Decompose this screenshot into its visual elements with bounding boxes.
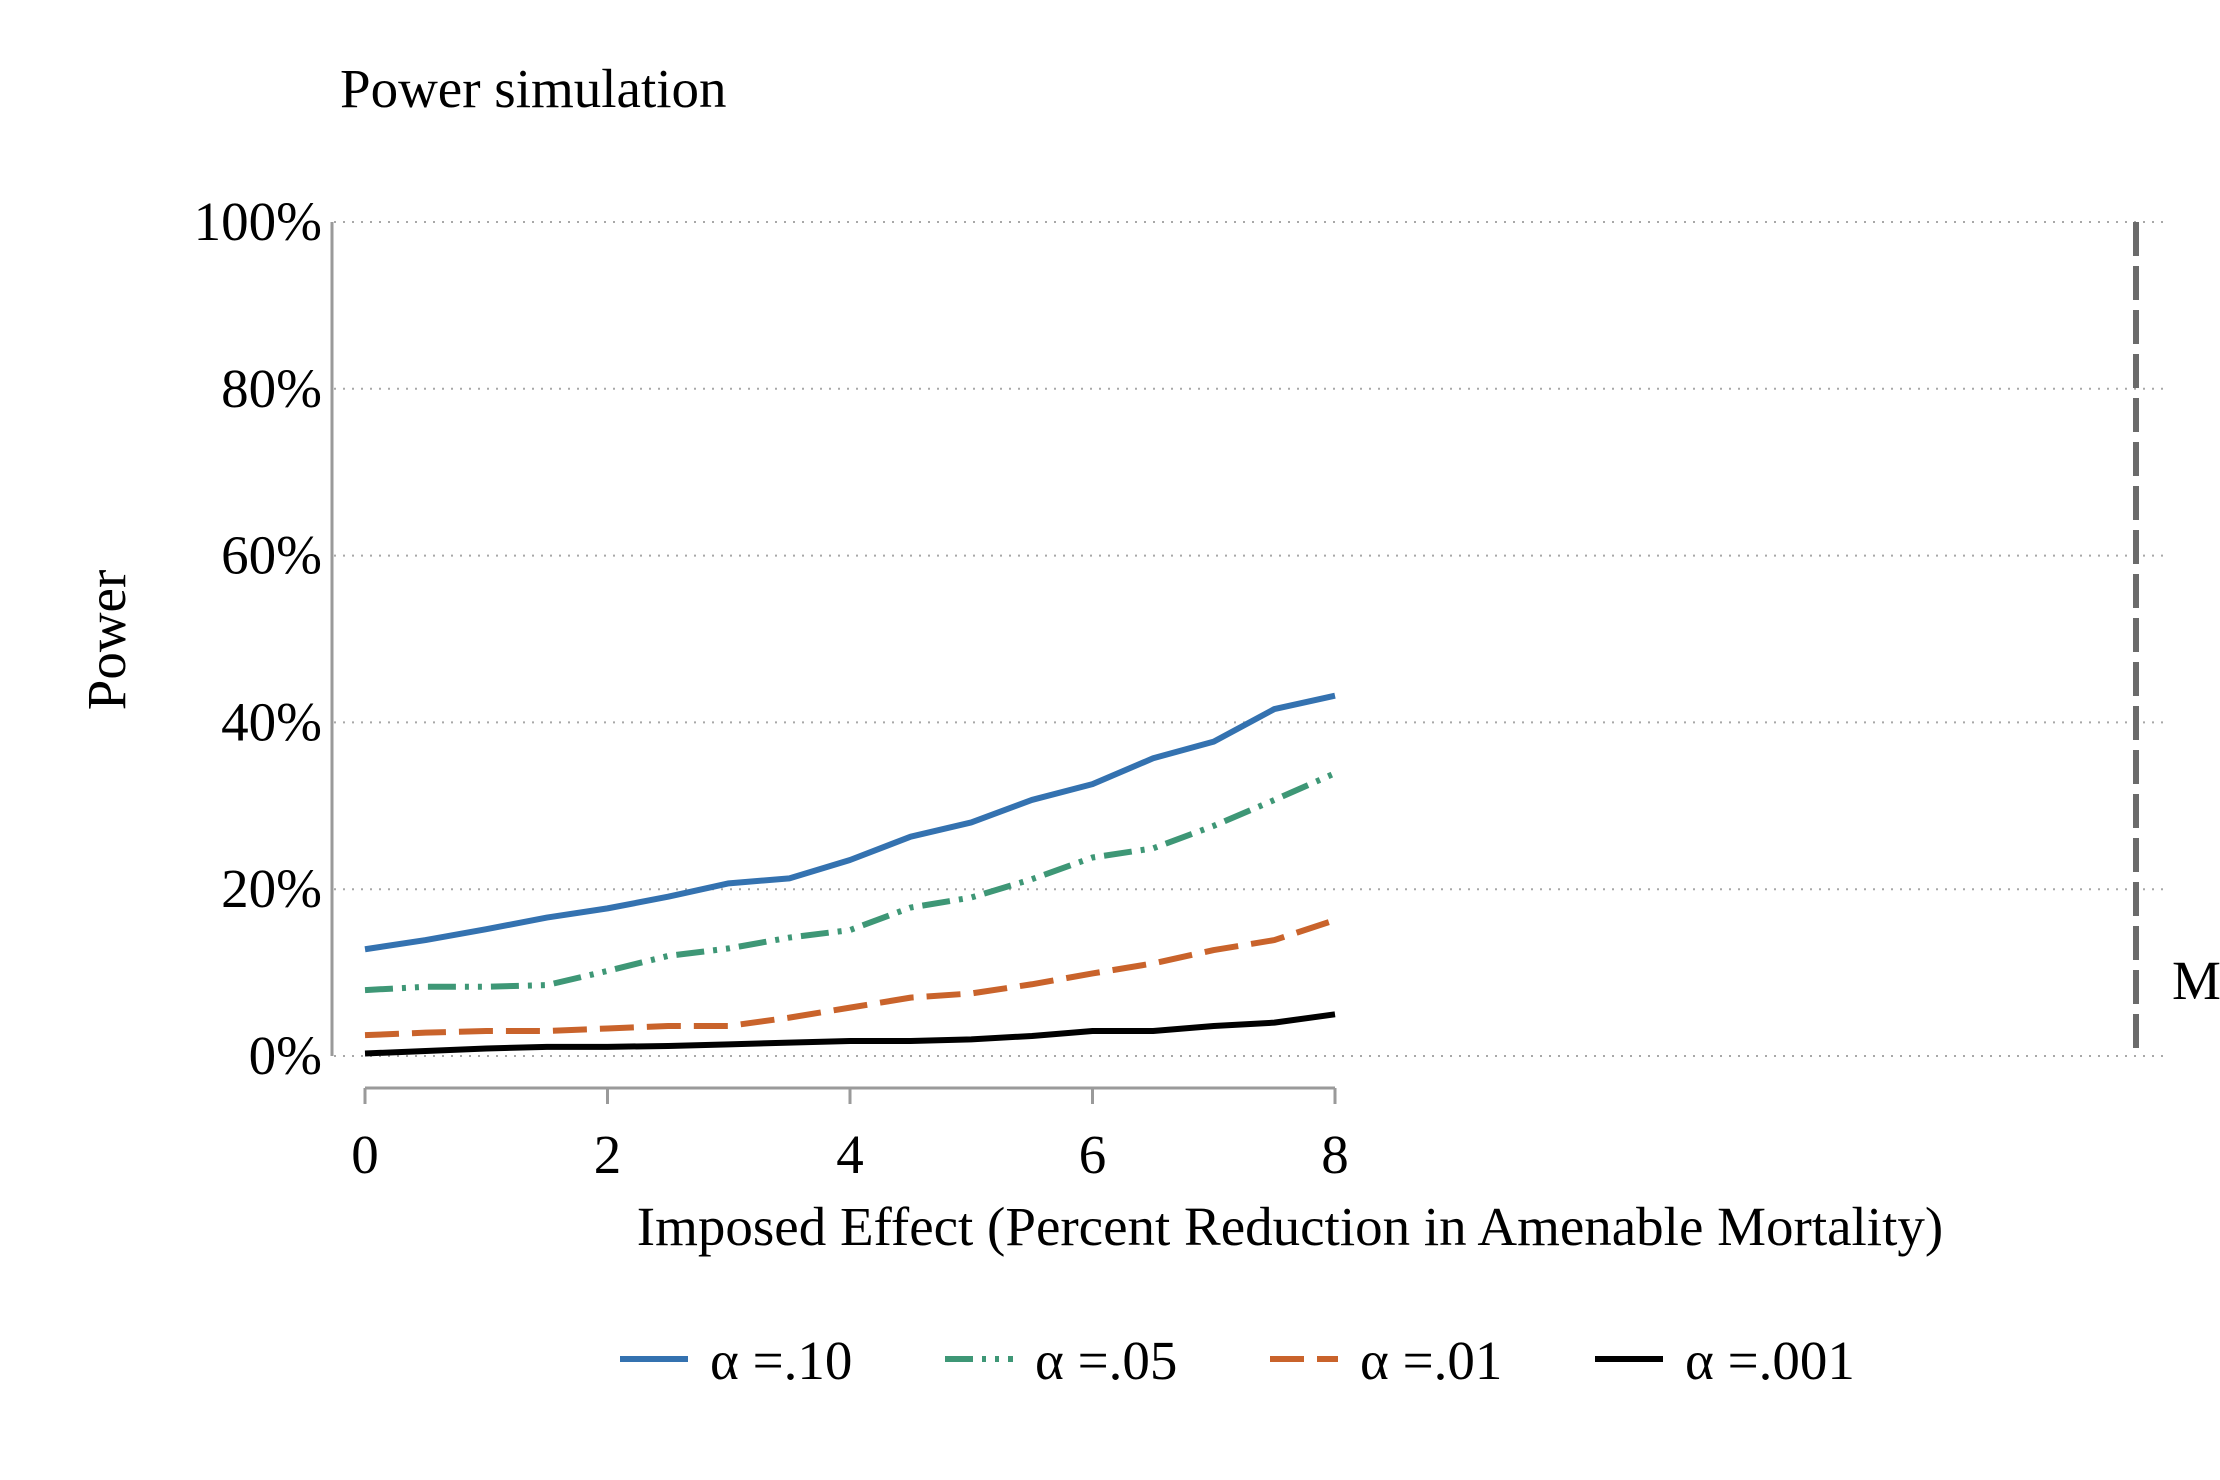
series-line (364, 917, 1336, 1039)
x-tick-label: 4 (836, 1124, 864, 1185)
series-line (364, 692, 1336, 953)
legend-label: α =.001 (1685, 1330, 1855, 1391)
series-line (364, 1011, 1336, 1057)
y-ticks: 0% 20% 40% 60% 80% 100% (194, 191, 322, 1086)
y-tick-label: 80% (221, 358, 322, 419)
y-axis-title: Power (76, 570, 137, 711)
reference-line-label: M (2172, 950, 2220, 1011)
grid-lines (334, 221, 2165, 1057)
legend-label: α =.10 (710, 1330, 852, 1391)
y-tick-label: 100% (194, 191, 322, 252)
x-axis-title: Imposed Effect (Percent Reduction in Ame… (637, 1196, 1943, 1257)
legend-label: α =.01 (1360, 1330, 1502, 1391)
x-tick-label: 8 (1321, 1124, 1349, 1185)
chart-title: Power simulation (340, 58, 727, 119)
y-tick-label: 0% (249, 1025, 322, 1086)
x-tick-label: 0 (351, 1124, 379, 1185)
y-tick-label: 60% (221, 525, 322, 586)
x-tick-label: 6 (1079, 1124, 1107, 1185)
y-tick-label: 20% (221, 858, 322, 919)
x-tick-label: 2 (594, 1124, 622, 1185)
x-ticks: 0 2 4 6 8 (351, 1088, 1349, 1185)
legend-label: α =.05 (1035, 1330, 1177, 1391)
series-line (364, 770, 1337, 994)
legend: α =.10 α =.05 α =.01 α =.001 (620, 1330, 1855, 1391)
y-tick-label: 40% (221, 691, 322, 752)
series-lines (364, 692, 1337, 1057)
